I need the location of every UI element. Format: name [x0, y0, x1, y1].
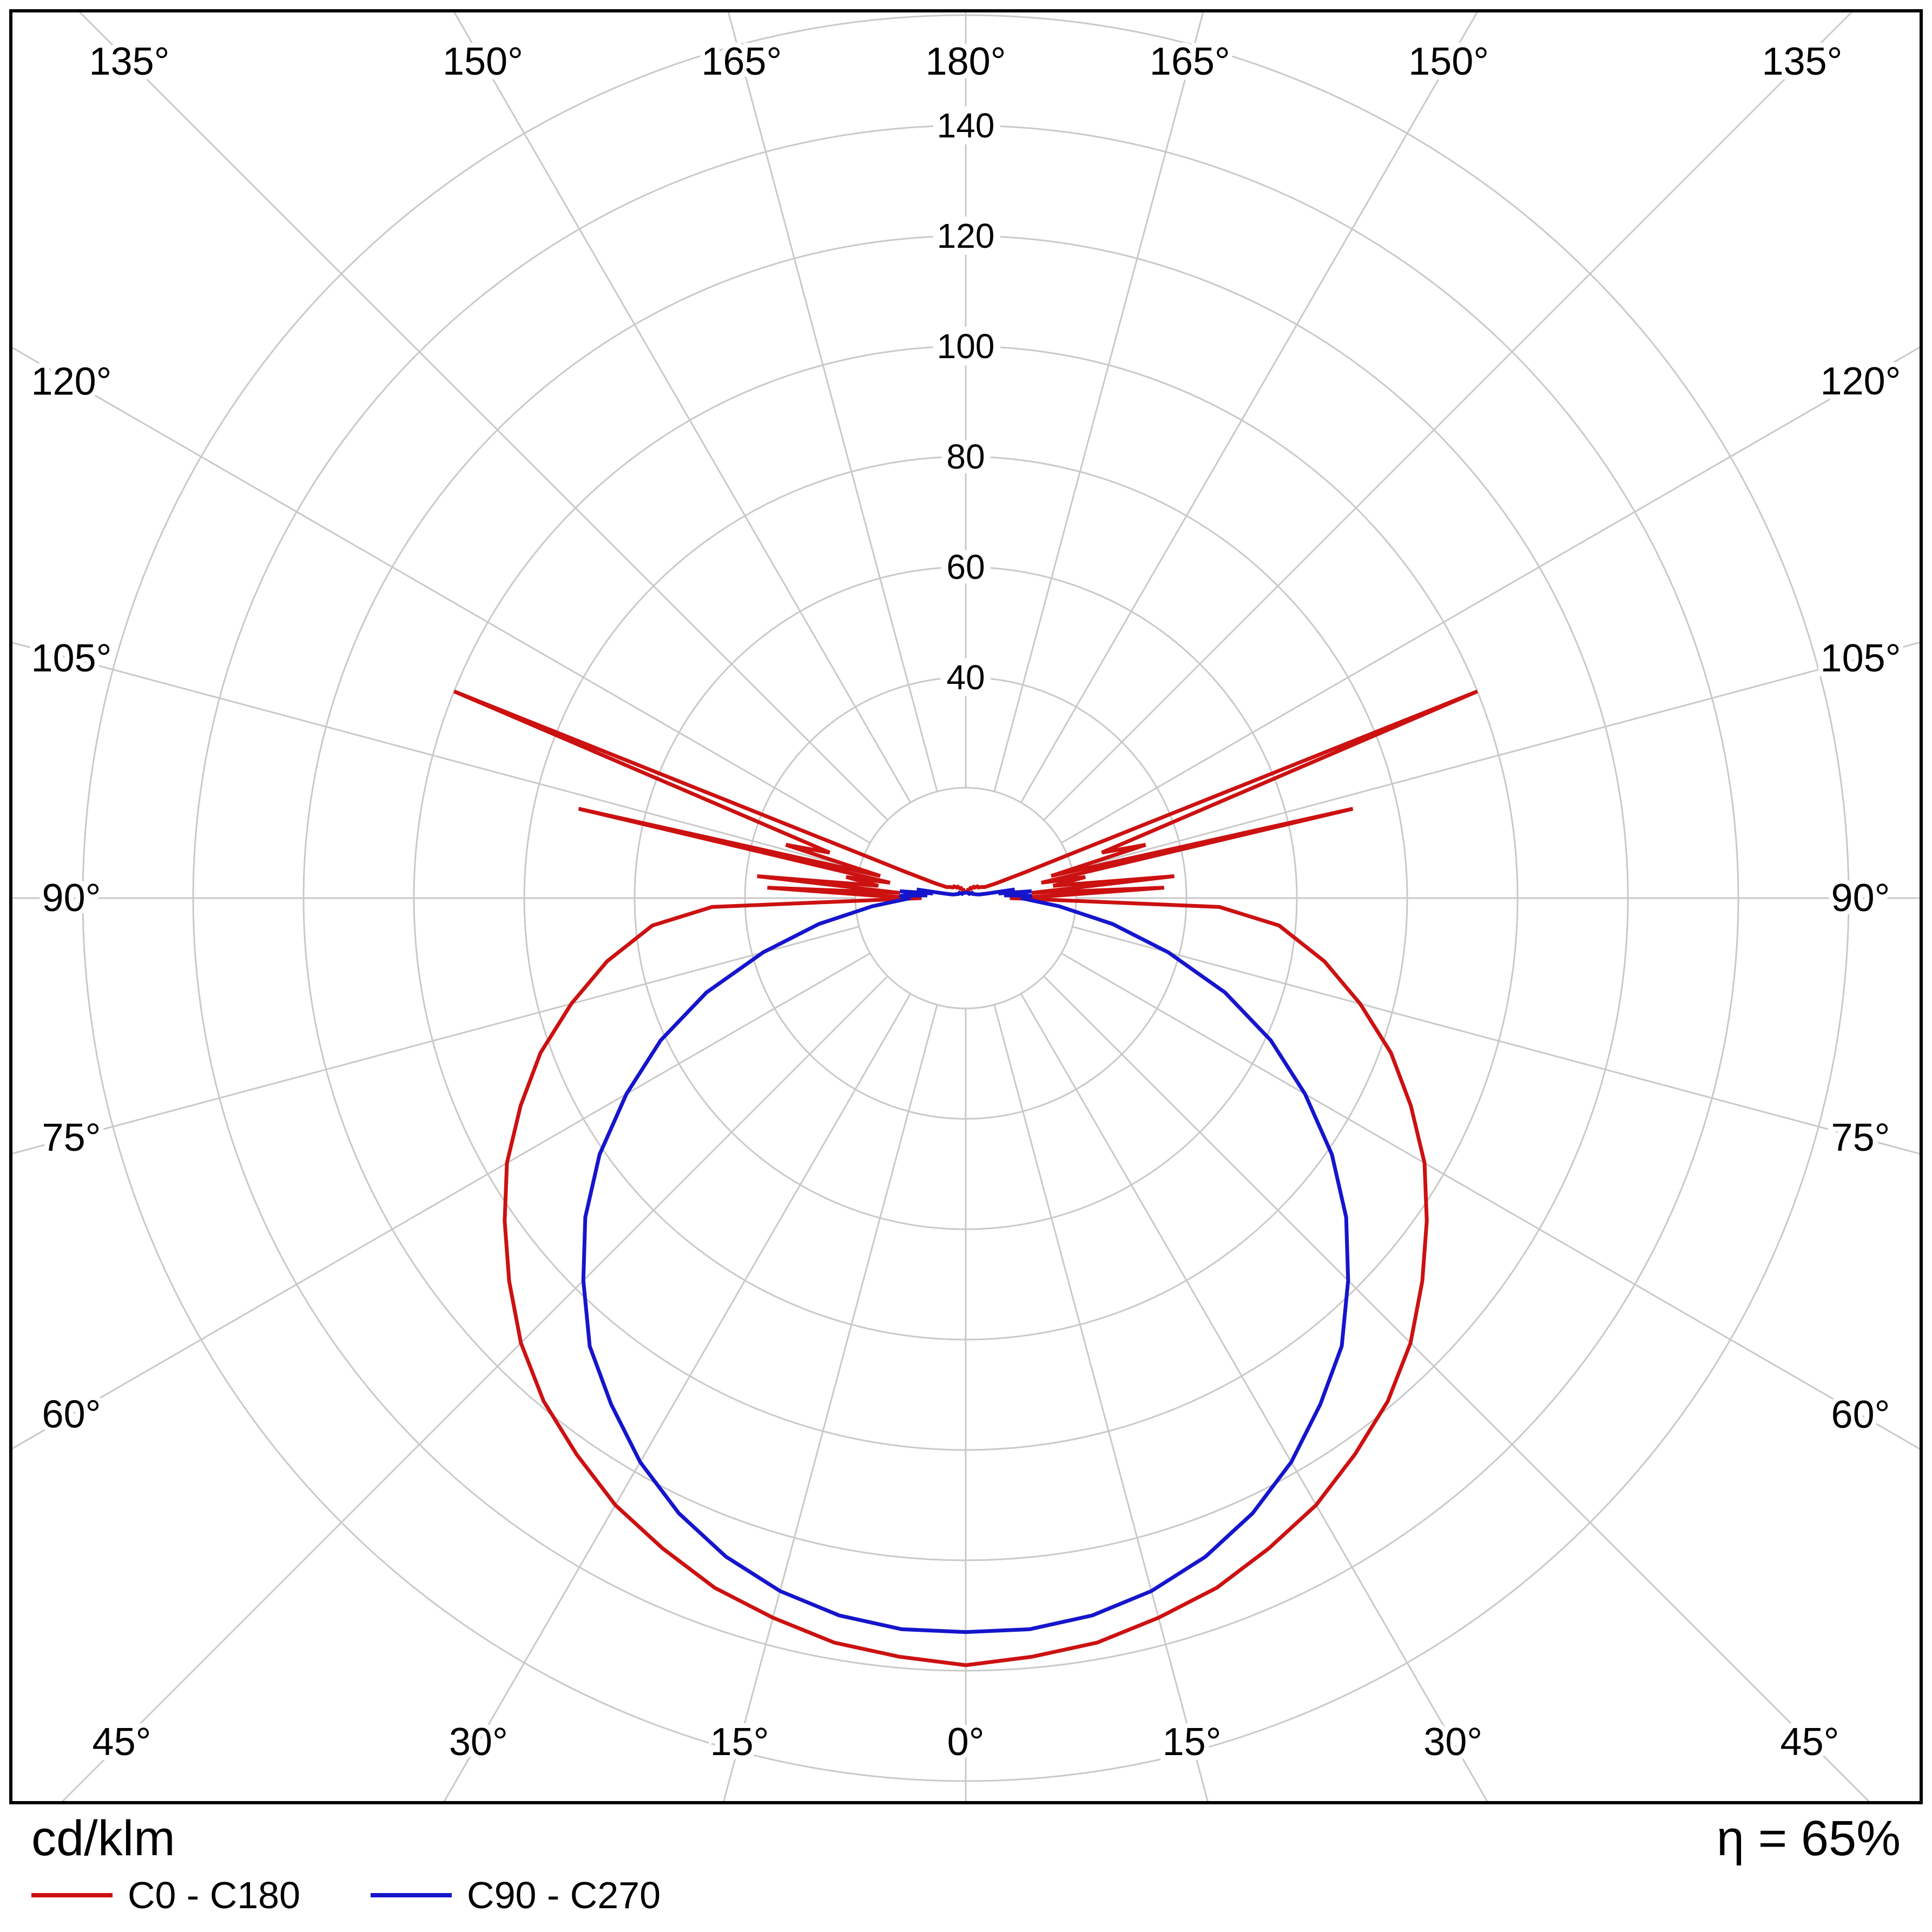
svg-text:30°: 30°	[1423, 1720, 1482, 1764]
svg-text:60: 60	[946, 548, 985, 586]
svg-text:120°: 120°	[1821, 360, 1901, 403]
svg-text:30°: 30°	[449, 1720, 508, 1764]
svg-text:105°: 105°	[31, 637, 112, 680]
legend-line-blue-icon	[371, 1893, 452, 1897]
svg-text:120: 120	[937, 216, 995, 255]
polar-chart: 0° 15° 30° 45° 60° 75° 90° 105° 120° 135° 150° 165°…	[9, 9, 1923, 1804]
svg-text:60°: 60°	[42, 1393, 101, 1436]
svg-text:15°: 15°	[1163, 1720, 1222, 1764]
svg-text:135°: 135°	[89, 40, 170, 83]
svg-text:75°: 75°	[42, 1116, 101, 1159]
legend-item-c90-c270: C90 - C270	[371, 1874, 661, 1917]
svg-text:75°: 75°	[1831, 1116, 1890, 1159]
svg-text:150°: 150°	[1408, 40, 1489, 83]
svg-text:90°: 90°	[1831, 876, 1890, 920]
svg-text:120°: 120°	[31, 360, 112, 404]
legend-item-c0-c180: C0 - C180	[31, 1874, 300, 1917]
svg-text:100: 100	[937, 327, 995, 366]
legend-label-c90-c270: C90 - C270	[467, 1874, 661, 1916]
svg-text:45°: 45°	[1781, 1720, 1839, 1764]
svg-text:105°: 105°	[1821, 637, 1901, 680]
efficiency-label: η = 65%	[1716, 1811, 1901, 1866]
legend-line-red-icon	[31, 1893, 113, 1897]
chart-legend: C0 - C180 C90 - C270	[31, 1874, 1901, 1917]
svg-text:135°: 135°	[1762, 40, 1843, 83]
svg-text:90°: 90°	[42, 876, 101, 920]
svg-text:165°: 165°	[701, 40, 782, 83]
unit-label: cd/klm	[31, 1811, 175, 1866]
svg-text:165°: 165°	[1150, 40, 1230, 83]
svg-text:140: 140	[937, 106, 995, 145]
svg-text:180°: 180°	[926, 40, 1006, 83]
chart-footer: cd/klm η = 65% C0 - C180 C90 - C270	[0, 1807, 1932, 1932]
svg-text:40: 40	[946, 658, 985, 697]
legend-label-c0-c180: C0 - C180	[128, 1874, 301, 1916]
svg-text:15°: 15°	[710, 1720, 769, 1764]
svg-text:80: 80	[946, 437, 985, 476]
svg-text:60°: 60°	[1831, 1393, 1890, 1436]
footer-row: cd/klm η = 65%	[31, 1812, 1901, 1865]
svg-text:0°: 0°	[947, 1720, 985, 1764]
svg-text:150°: 150°	[443, 40, 523, 83]
svg-text:45°: 45°	[93, 1720, 151, 1764]
